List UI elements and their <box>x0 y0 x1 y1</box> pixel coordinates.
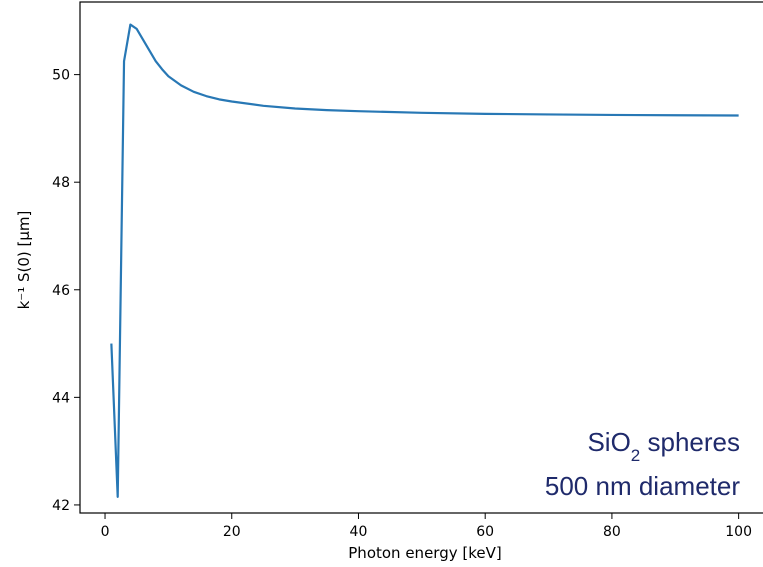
plot-frame <box>79 1 763 514</box>
x-axis-label: Photon energy [keV] <box>348 544 501 562</box>
y-tick-label: 42 <box>52 498 70 514</box>
y-tick-label: 46 <box>52 283 70 299</box>
y-tick-label: 48 <box>52 175 70 191</box>
y-axis: 42 44 46 48 50 <box>52 68 80 514</box>
y-tick-label: 44 <box>52 390 70 406</box>
x-tick-label: 0 <box>101 524 110 540</box>
plot-area <box>79 1 763 514</box>
y-tick-label: 50 <box>52 68 70 84</box>
y-axis-label: k⁻¹ S(0) [μm] <box>15 211 33 310</box>
series-line <box>110 23 739 498</box>
x-tick-label: 40 <box>350 524 368 540</box>
x-axis: 0 20 40 60 80 100 <box>101 513 752 540</box>
annotation-diameter: 500 nm diameter <box>545 471 740 501</box>
annotation-material: SiO2 spheres <box>587 427 740 465</box>
x-tick-label: 100 <box>725 524 752 540</box>
x-tick-label: 20 <box>223 524 241 540</box>
x-tick-label: 60 <box>476 524 494 540</box>
x-tick-label: 80 <box>603 524 621 540</box>
